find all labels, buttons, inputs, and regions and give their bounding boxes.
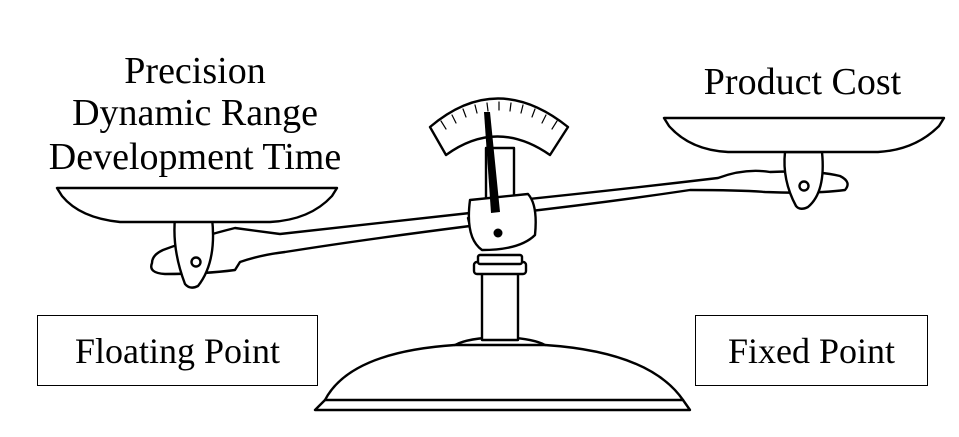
- dial-ticks: [440, 101, 558, 130]
- pivot-point: [493, 228, 503, 238]
- left-pan-label-dynamic-range: Dynamic Range: [72, 92, 318, 134]
- left-pan: [55, 186, 339, 224]
- right-pan: [662, 116, 946, 154]
- right-hanger-hole: [798, 180, 810, 192]
- left-pan-hanger: [173, 216, 215, 289]
- left-hanger-hole: [190, 256, 202, 268]
- floating-point-label: Floating Point: [74, 330, 281, 371]
- fixed-point-label: Fixed Point: [727, 330, 896, 371]
- scale-beam: [150, 169, 849, 276]
- right-pan-label-product-cost: Product Cost: [703, 61, 902, 103]
- dial-needle: [484, 112, 500, 213]
- left-pan-label-precision: Precision: [124, 50, 266, 92]
- scale-beam-hub: [467, 192, 537, 252]
- fixed-point-box: Fixed Point: [695, 315, 928, 386]
- floating-point-box: Floating Point: [37, 315, 318, 386]
- scale-post-ring: [476, 253, 524, 266]
- scale-post: [480, 270, 520, 342]
- left-pan-label-development-time: Development Time: [48, 136, 342, 178]
